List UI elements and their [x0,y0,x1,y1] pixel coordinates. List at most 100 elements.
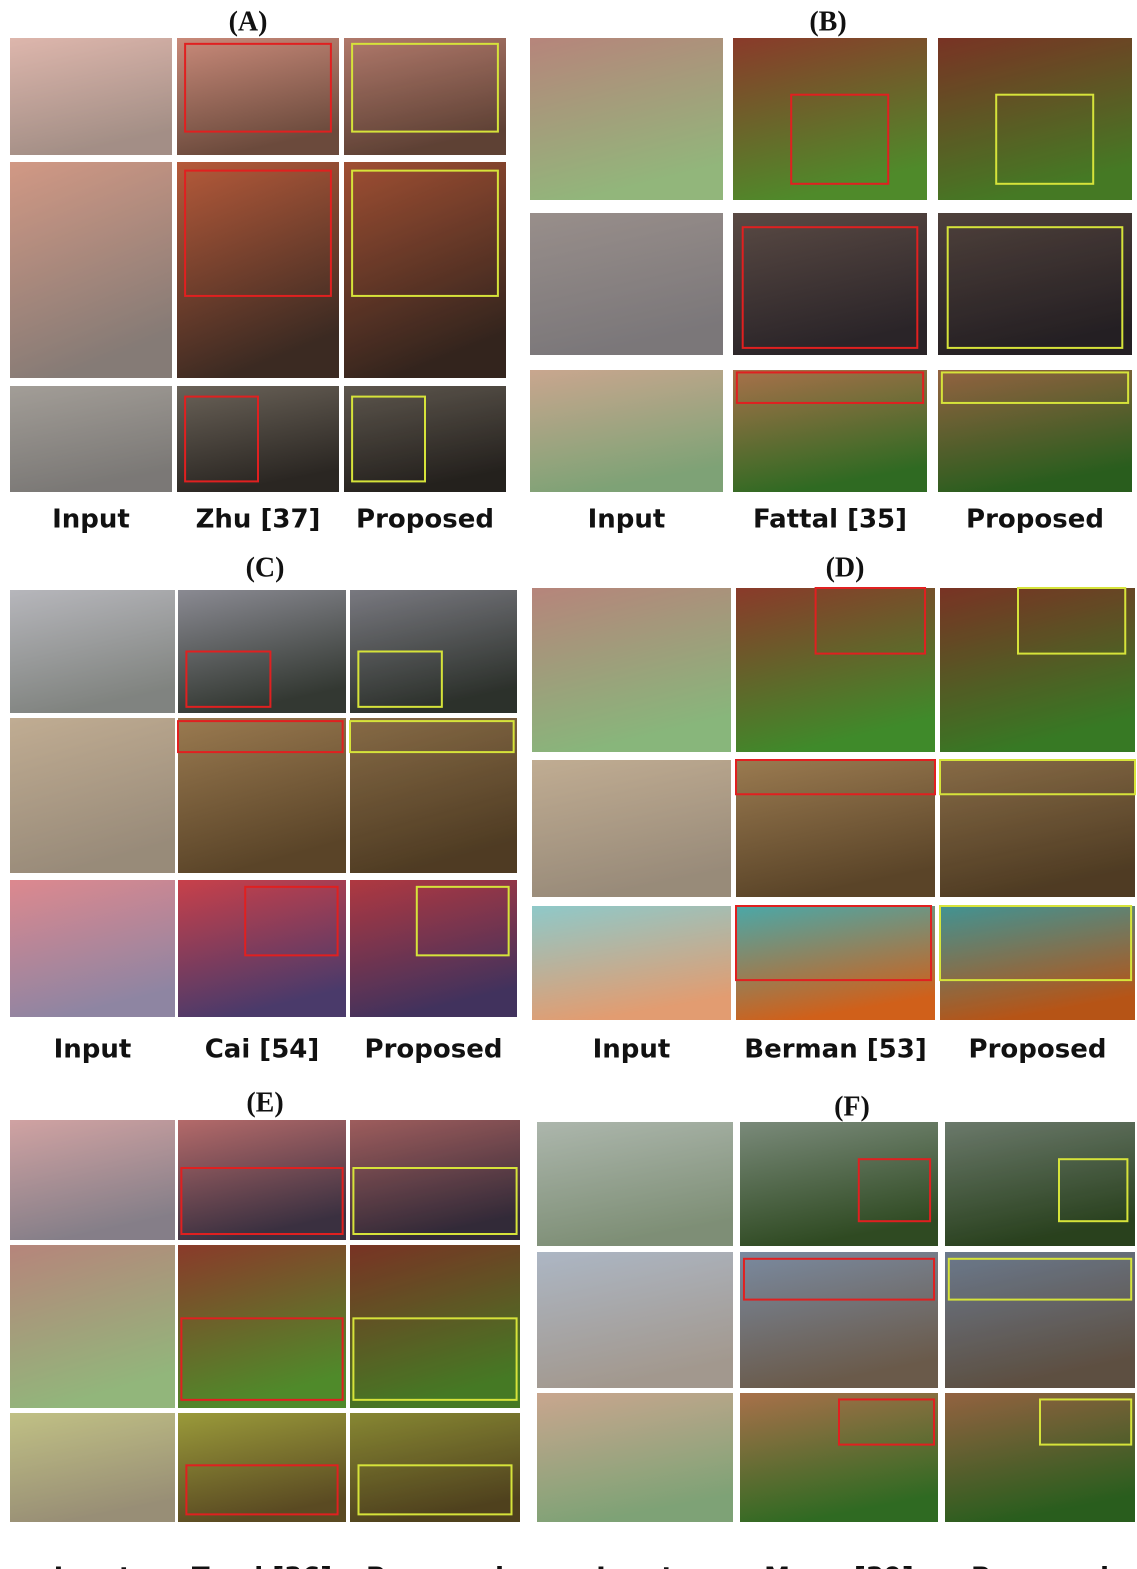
haze-overlay [532,760,731,897]
image-tile [940,906,1135,1020]
column-caption: Proposed [356,505,494,535]
image-tile [344,162,506,378]
image-tile [736,588,935,752]
column-caption: Berman [53] [744,1035,926,1065]
column-caption: Proposed [365,1035,503,1065]
image-tile [740,1252,938,1388]
image-tile [344,38,506,155]
red-highlight-box [185,1464,339,1516]
image-tile [178,718,346,873]
image-tile [10,718,175,873]
contrast-overlay [350,718,517,873]
image-tile [178,1120,346,1240]
image-tile [10,386,172,492]
image-tile [532,760,731,897]
column-caption: Input [588,505,666,535]
contrast-overlay [350,1413,520,1522]
panel-label: (F) [834,1091,870,1122]
image-tile [10,1245,175,1408]
contrast-overlay [344,38,506,155]
image-tile [178,1413,346,1522]
red-highlight-box [838,1398,936,1446]
red-highlight-box [244,885,339,957]
contrast-overlay [945,1252,1135,1388]
yellow-highlight-box [351,42,499,133]
yellow-highlight-box [351,169,499,297]
image-tile [537,1122,733,1246]
column-caption: Zhu [37] [196,505,321,535]
column-caption: Input [54,1035,132,1065]
haze-overlay [10,1413,175,1522]
image-tile [537,1252,733,1388]
image-tile [10,1413,175,1522]
haze-overlay [10,162,172,378]
haze-overlay [530,213,723,355]
contrast-overlay [350,1120,520,1240]
haze-overlay [10,1120,175,1240]
yellow-highlight-box [946,226,1124,349]
panel-label: (C) [246,552,285,583]
contrast-overlay [350,1245,520,1408]
yellow-highlight-box [357,650,443,708]
column-caption: Proposed [971,1563,1109,1569]
contrast-overlay [940,760,1135,897]
column-caption: Tarel [36] [192,1563,332,1569]
panel-label: (E) [246,1087,283,1118]
red-highlight-box [184,169,332,297]
panel-label: (A) [229,6,268,37]
image-tile [940,588,1135,752]
image-tile [177,162,339,378]
yellow-highlight-box [939,905,1133,982]
image-tile [530,38,723,200]
column-caption: Meng [39] [764,1563,914,1569]
contrast-overlay [938,370,1132,492]
haze-overlay [532,588,731,752]
image-tile [350,1120,520,1240]
haze-overlay [10,38,172,155]
image-tile [530,213,723,355]
red-highlight-box [735,371,925,404]
haze-overlay [10,880,175,1017]
column-caption: Input [54,1563,132,1569]
image-tile [532,588,731,752]
image-tile [10,38,172,155]
red-highlight-box [177,720,344,754]
yellow-highlight-box [939,759,1136,796]
column-caption: Proposed [969,1035,1107,1065]
yellow-highlight-box [1039,1398,1133,1446]
yellow-highlight-box [351,395,427,483]
red-highlight-box [742,1257,936,1301]
contrast-overlay [350,880,517,1017]
red-highlight-box [184,395,260,483]
image-tile [350,1413,520,1522]
image-tile [10,880,175,1017]
image-tile [736,906,935,1020]
image-tile [938,38,1132,200]
image-tile [537,1393,733,1522]
image-tile [350,880,517,1017]
image-tile [532,906,731,1020]
image-tile [938,213,1132,355]
column-caption: Proposed [966,505,1104,535]
red-highlight-box [185,650,272,708]
image-tile [530,370,723,492]
red-highlight-box [180,1317,344,1401]
red-highlight-box [857,1158,932,1223]
red-highlight-box [814,587,927,655]
yellow-highlight-box [995,93,1095,185]
haze-overlay [530,370,723,492]
yellow-highlight-box [415,885,510,957]
image-tile [733,370,927,492]
red-highlight-box [735,759,936,796]
yellow-highlight-box [1017,587,1127,655]
haze-overlay [532,906,731,1020]
haze-overlay [537,1393,733,1522]
haze-overlay [537,1122,733,1246]
column-caption: Input [52,505,130,535]
red-highlight-box [184,42,332,133]
panel-label: (D) [826,552,865,583]
contrast-overlay [938,38,1132,200]
yellow-highlight-box [352,1317,518,1401]
red-highlight-box [790,93,890,185]
